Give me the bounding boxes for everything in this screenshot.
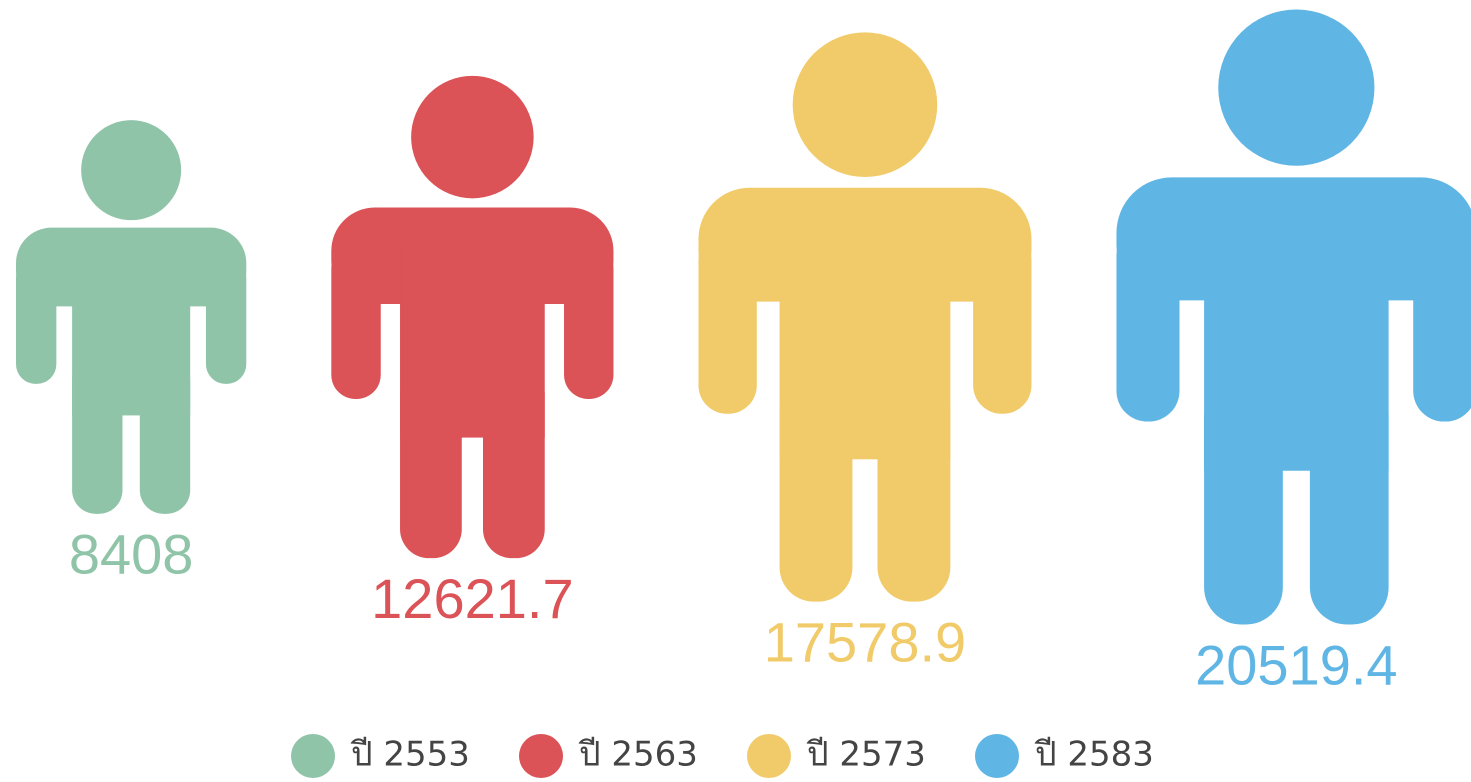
person-icon — [331, 75, 614, 559]
legend-swatch — [975, 734, 1019, 778]
icon-part — [205, 257, 247, 384]
legend-label: ปี 2563 — [578, 735, 698, 775]
icon-part — [16, 257, 57, 384]
legend-swatch — [519, 734, 563, 778]
icon-part — [1413, 224, 1471, 422]
legend-label: ปี 2573 — [806, 735, 926, 775]
icon-part — [1309, 378, 1389, 625]
person-icon — [1116, 9, 1471, 625]
icon-part — [72, 356, 123, 514]
icon-part — [877, 373, 951, 602]
icon-part — [482, 365, 545, 559]
value-label: 8408 — [69, 523, 194, 586]
icon-part — [400, 365, 462, 559]
legend-swatch — [291, 734, 335, 778]
legend-label: ปี 2553 — [350, 735, 470, 775]
icon-part — [331, 244, 381, 399]
icon-part — [564, 244, 614, 399]
icon-part — [81, 120, 182, 221]
value-label: 12621.7 — [371, 567, 573, 630]
legend-swatch — [747, 734, 791, 778]
icon-part — [779, 373, 853, 602]
icon-part — [1204, 378, 1283, 625]
icon-part — [411, 75, 534, 199]
icon-part — [1218, 9, 1375, 166]
legend-label: ปี 2583 — [1034, 735, 1154, 775]
person-icon — [698, 32, 1032, 602]
icon-part — [792, 32, 938, 177]
icon-part — [1116, 224, 1180, 422]
icon-part — [139, 356, 191, 514]
person-icon — [16, 120, 247, 514]
icon-part — [698, 231, 757, 414]
value-label: 17578.9 — [764, 610, 966, 673]
value-label: 20519.4 — [1195, 633, 1397, 696]
icon-part — [973, 231, 1032, 414]
